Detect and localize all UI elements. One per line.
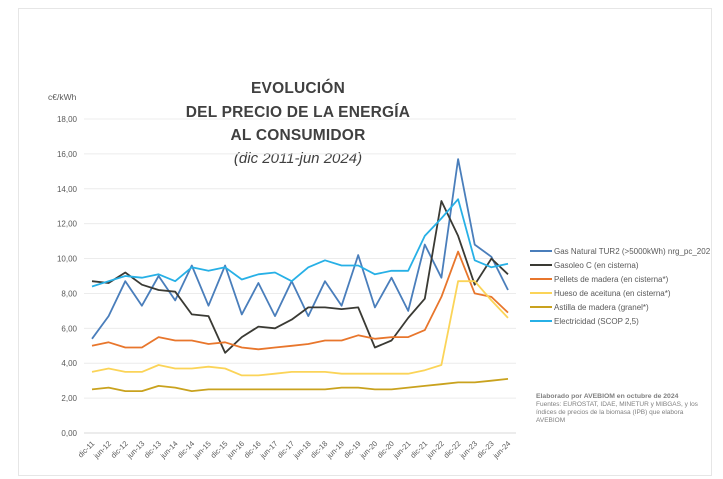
chart-title-line-3: AL CONSUMIDOR: [230, 127, 366, 144]
series-line-1: [91, 200, 509, 354]
x-tick-label: jun-14: [158, 439, 180, 461]
legend-item: Gasoleo C (en cisterna): [530, 258, 710, 272]
x-tick-label: jun-24: [491, 439, 513, 461]
legend-swatch: [530, 320, 552, 322]
series-line-4: [91, 378, 509, 393]
y-tick-label: 18,00: [57, 115, 78, 124]
legend-item: Electricidad (SCOP 2,5): [530, 314, 710, 328]
series-line-3: [91, 280, 509, 377]
legend-label: Gasoleo C (en cisterna): [554, 260, 639, 270]
y-tick-label: 6,00: [61, 324, 77, 333]
legend-label: Hueso de aceituna (en cisterna*): [554, 288, 671, 298]
y-tick-label: 14,00: [57, 185, 78, 194]
x-tick-label: jun-16: [224, 439, 246, 461]
x-tick-label: jun-20: [357, 439, 379, 461]
chart-title-line-2: DEL PRECIO DE LA ENERGÍA: [185, 104, 411, 121]
x-tick-label: dic-21: [408, 439, 429, 460]
legend-item: Pellets de madera (en cisterna*): [530, 272, 710, 286]
legend-swatch: [530, 278, 552, 280]
series-line-5: [91, 198, 509, 288]
chart-title-line-1: EVOLUCIÓN: [251, 80, 345, 97]
y-tick-label: 2,00: [61, 394, 77, 403]
x-tick-label: jun-13: [125, 439, 147, 461]
series-line-2: [91, 250, 509, 351]
y-tick-label: 16,00: [57, 150, 78, 159]
legend-label: Astilla de madera (granel*): [554, 302, 649, 312]
x-tick-label: jun-21: [391, 439, 413, 461]
x-tick-label: jun-12: [91, 439, 113, 461]
x-tick-label: jun-23: [457, 439, 479, 461]
legend-item: Gas Natural TUR2 (>5000kWh) nrg_pc_202: [530, 244, 710, 258]
x-tick-label: dic-14: [175, 439, 196, 460]
series-line-0: [91, 158, 509, 340]
x-tick-label: dic-16: [242, 439, 263, 460]
source-text: Fuentes: EUROSTAT, IDAE, MINETUR y MIBGA…: [536, 401, 698, 424]
x-tick-label: jun-15: [191, 439, 213, 461]
x-tick-label: jun-18: [291, 439, 313, 461]
x-tick-label: dic-22: [442, 439, 463, 460]
x-tick-label: dic-17: [275, 439, 296, 460]
x-tick-label: jun-19: [324, 439, 346, 461]
legend-label: Gas Natural TUR2 (>5000kWh) nrg_pc_202: [554, 246, 711, 256]
y-tick-label: 8,00: [61, 289, 77, 298]
x-tick-label: dic-15: [209, 439, 230, 460]
x-tick-label: dic-23: [475, 439, 496, 460]
x-tick-label: dic-18: [309, 439, 330, 460]
legend-label: Electricidad (SCOP 2,5): [554, 316, 639, 326]
legend-swatch: [530, 306, 552, 308]
x-tick-label: jun-22: [424, 439, 446, 461]
x-tick-label: dic-13: [142, 439, 163, 460]
x-tick-label: jun-17: [258, 439, 280, 461]
y-tick-label: 0,00: [61, 429, 77, 438]
source-credit: Elaborado por AVEBIOM en octubre de 2024: [536, 393, 679, 400]
legend-item: Hueso de aceituna (en cisterna*): [530, 286, 710, 300]
x-tick-label: dic-19: [342, 439, 363, 460]
legend-swatch: [530, 264, 552, 266]
legend-label: Pellets de madera (en cisterna*): [554, 274, 669, 284]
y-tick-label: 12,00: [57, 220, 78, 229]
source-note: Elaborado por AVEBIOM en octubre de 2024…: [536, 393, 708, 425]
legend: Gas Natural TUR2 (>5000kWh) nrg_pc_202 Ga…: [530, 244, 710, 328]
legend-swatch: [530, 292, 552, 294]
y-axis-unit: c€/kWh: [48, 92, 77, 102]
x-tick-label: dic-20: [375, 439, 396, 460]
y-tick-label: 10,00: [57, 255, 78, 264]
legend-item: Astilla de madera (granel*): [530, 300, 710, 314]
chart-frame: [18, 8, 712, 476]
x-tick-label: dic-12: [109, 439, 130, 460]
legend-swatch: [530, 250, 552, 252]
y-tick-label: 4,00: [61, 359, 77, 368]
